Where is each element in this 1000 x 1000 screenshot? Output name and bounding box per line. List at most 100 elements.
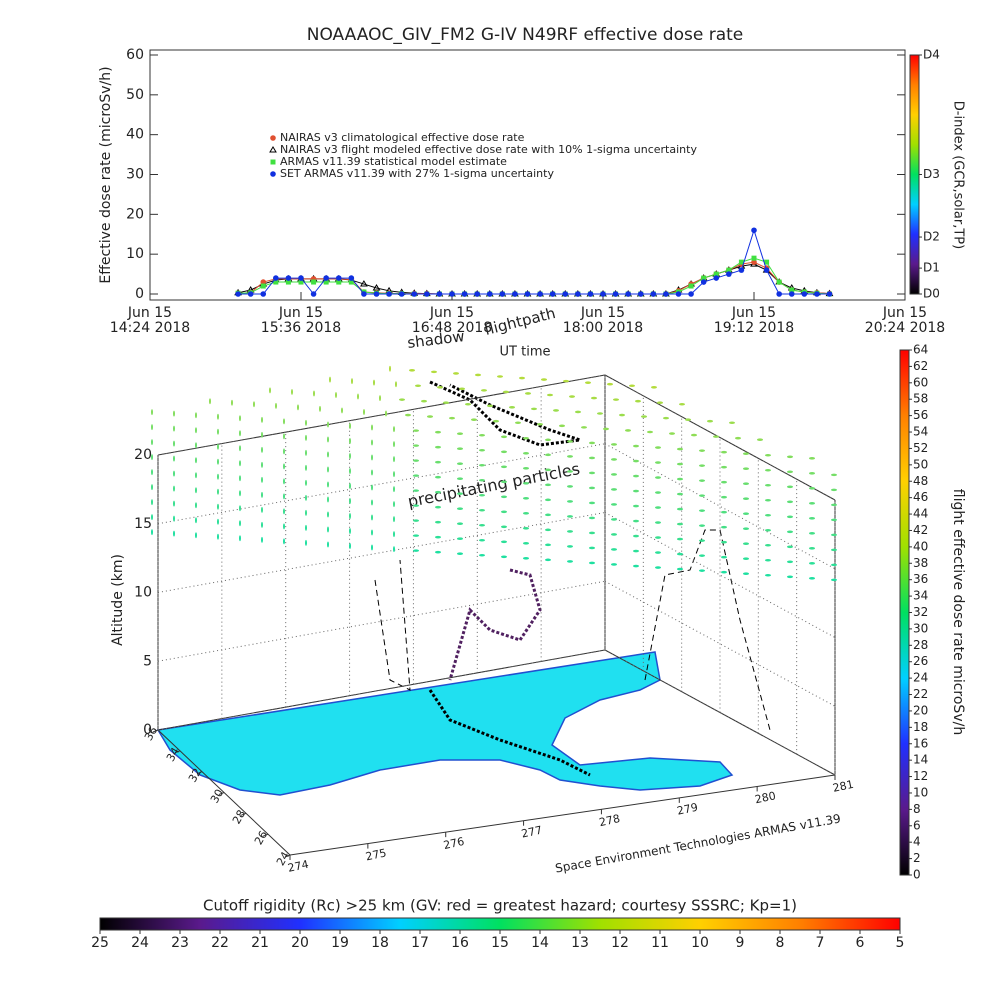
dose-field-marker: [151, 439, 153, 446]
x-axis-label: UT time: [500, 345, 551, 360]
point: [310, 291, 317, 297]
dose-field-marker: [699, 509, 705, 512]
dose-field-marker: [699, 554, 705, 557]
dose-field-marker: [379, 395, 381, 402]
colorbar-tick-label: 19: [331, 935, 349, 951]
dose-field-marker: [231, 399, 233, 406]
dose-field-marker: [305, 464, 307, 471]
y-tick-label: 24: [274, 849, 292, 868]
dose-field-marker: [699, 494, 705, 497]
dose-field-marker: [831, 503, 837, 507]
dose-field-marker: [809, 562, 815, 565]
dose-field-marker: [283, 538, 285, 545]
dose-field-marker: [625, 429, 631, 432]
dose-field-marker: [677, 447, 683, 451]
dose-field-marker: [677, 522, 683, 526]
dose-field-marker: [509, 406, 515, 409]
dose-field-marker: [523, 437, 529, 440]
point: [789, 287, 795, 293]
dose-field-marker: [195, 427, 197, 434]
dose-field-marker: [501, 480, 507, 484]
chart-title: NOAAAOC_GIV_FM2 G-IV N49RF effective dos…: [307, 25, 744, 45]
point: [486, 291, 493, 297]
dose-field-marker: [393, 516, 395, 523]
dose-field-marker: [479, 523, 485, 527]
colorbar-tick-label: 40: [913, 539, 928, 553]
dose-field-marker: [261, 521, 263, 528]
y-tick: [152, 729, 159, 733]
dose-field-marker: [611, 458, 617, 461]
colorbar-tick-label: 8: [776, 935, 785, 951]
dose-field-marker: [655, 521, 661, 524]
point: [575, 291, 581, 297]
dose-field-marker: [523, 527, 529, 530]
dose-field-marker: [523, 452, 529, 455]
flight-path-3d: [448, 568, 542, 681]
dose-field-marker: [633, 549, 639, 553]
point: [801, 291, 808, 297]
dose-field-marker: [545, 513, 551, 517]
dose-field-marker: [589, 516, 595, 520]
dose-field-marker: [217, 533, 219, 540]
dose-field-marker: [393, 546, 395, 553]
dose-field-marker: [567, 500, 573, 503]
dose-field-marker: [501, 495, 507, 499]
dose-field-marker: [503, 390, 509, 394]
dose-field-marker: [209, 398, 211, 405]
dose-field-marker: [173, 485, 175, 492]
axis-line: [157, 649, 606, 731]
dose-field-marker: [371, 514, 373, 521]
colorbar: [899, 349, 910, 876]
point: [298, 275, 304, 281]
dose-field-marker: [699, 464, 705, 467]
x-tick-label: 274: [287, 858, 310, 875]
dose-field-marker: [611, 488, 617, 491]
dose-field-marker: [721, 570, 727, 574]
dose-field-marker: [327, 421, 329, 428]
dose-field-marker: [349, 453, 351, 459]
dose-field-marker: [611, 473, 617, 476]
dose-field-marker: [831, 518, 837, 522]
dose-field-marker: [581, 426, 587, 429]
colorbar-tick-label: 54: [913, 425, 928, 439]
dose-field-marker: [699, 569, 705, 572]
dose-field-marker: [607, 382, 613, 386]
point: [688, 291, 694, 297]
dose-field-marker: [349, 423, 351, 429]
dose-field-marker: [633, 534, 639, 538]
x-tick-label: 279: [676, 801, 699, 818]
point: [386, 291, 392, 297]
dose-field-marker: [633, 489, 639, 493]
dose-field-marker: [283, 478, 285, 485]
dose-field-marker: [633, 504, 639, 508]
y-tick: [196, 771, 203, 775]
dose-field-marker: [545, 498, 551, 502]
dose-field-marker: [195, 502, 197, 509]
dose-field-marker: [787, 455, 793, 459]
dose-field-marker: [765, 498, 771, 502]
point: [612, 291, 619, 297]
y-tick-label: 36: [142, 724, 160, 743]
x-tick-label: 281: [832, 778, 855, 795]
dose-field-marker: [413, 459, 419, 462]
dose-field-marker: [261, 536, 263, 543]
point: [701, 275, 707, 281]
x-tick-label: Jun 15 16:48 2018: [411, 305, 493, 336]
dose-field-marker: [457, 507, 463, 511]
dose-field-marker: [589, 456, 595, 460]
colorbar-tick-label: D2: [923, 230, 940, 244]
colorbar-tick-label: 34: [913, 589, 928, 603]
dose-field-marker: [669, 432, 675, 435]
point: [285, 279, 291, 285]
dose-field-marker: [501, 450, 507, 454]
dose-field-marker: [597, 412, 603, 415]
dose-field-marker: [435, 520, 441, 524]
colorbar-tick-label: 4: [913, 835, 921, 849]
dose-field-marker: [493, 419, 499, 423]
annotation: Space Environment Technologies ARMAS v11…: [554, 811, 842, 875]
y-tick-label: 28: [230, 808, 248, 827]
y-tick-label: 0: [135, 286, 144, 302]
point: [637, 291, 644, 297]
dose-field-marker: [831, 578, 837, 582]
dose-field-marker: [327, 511, 329, 518]
